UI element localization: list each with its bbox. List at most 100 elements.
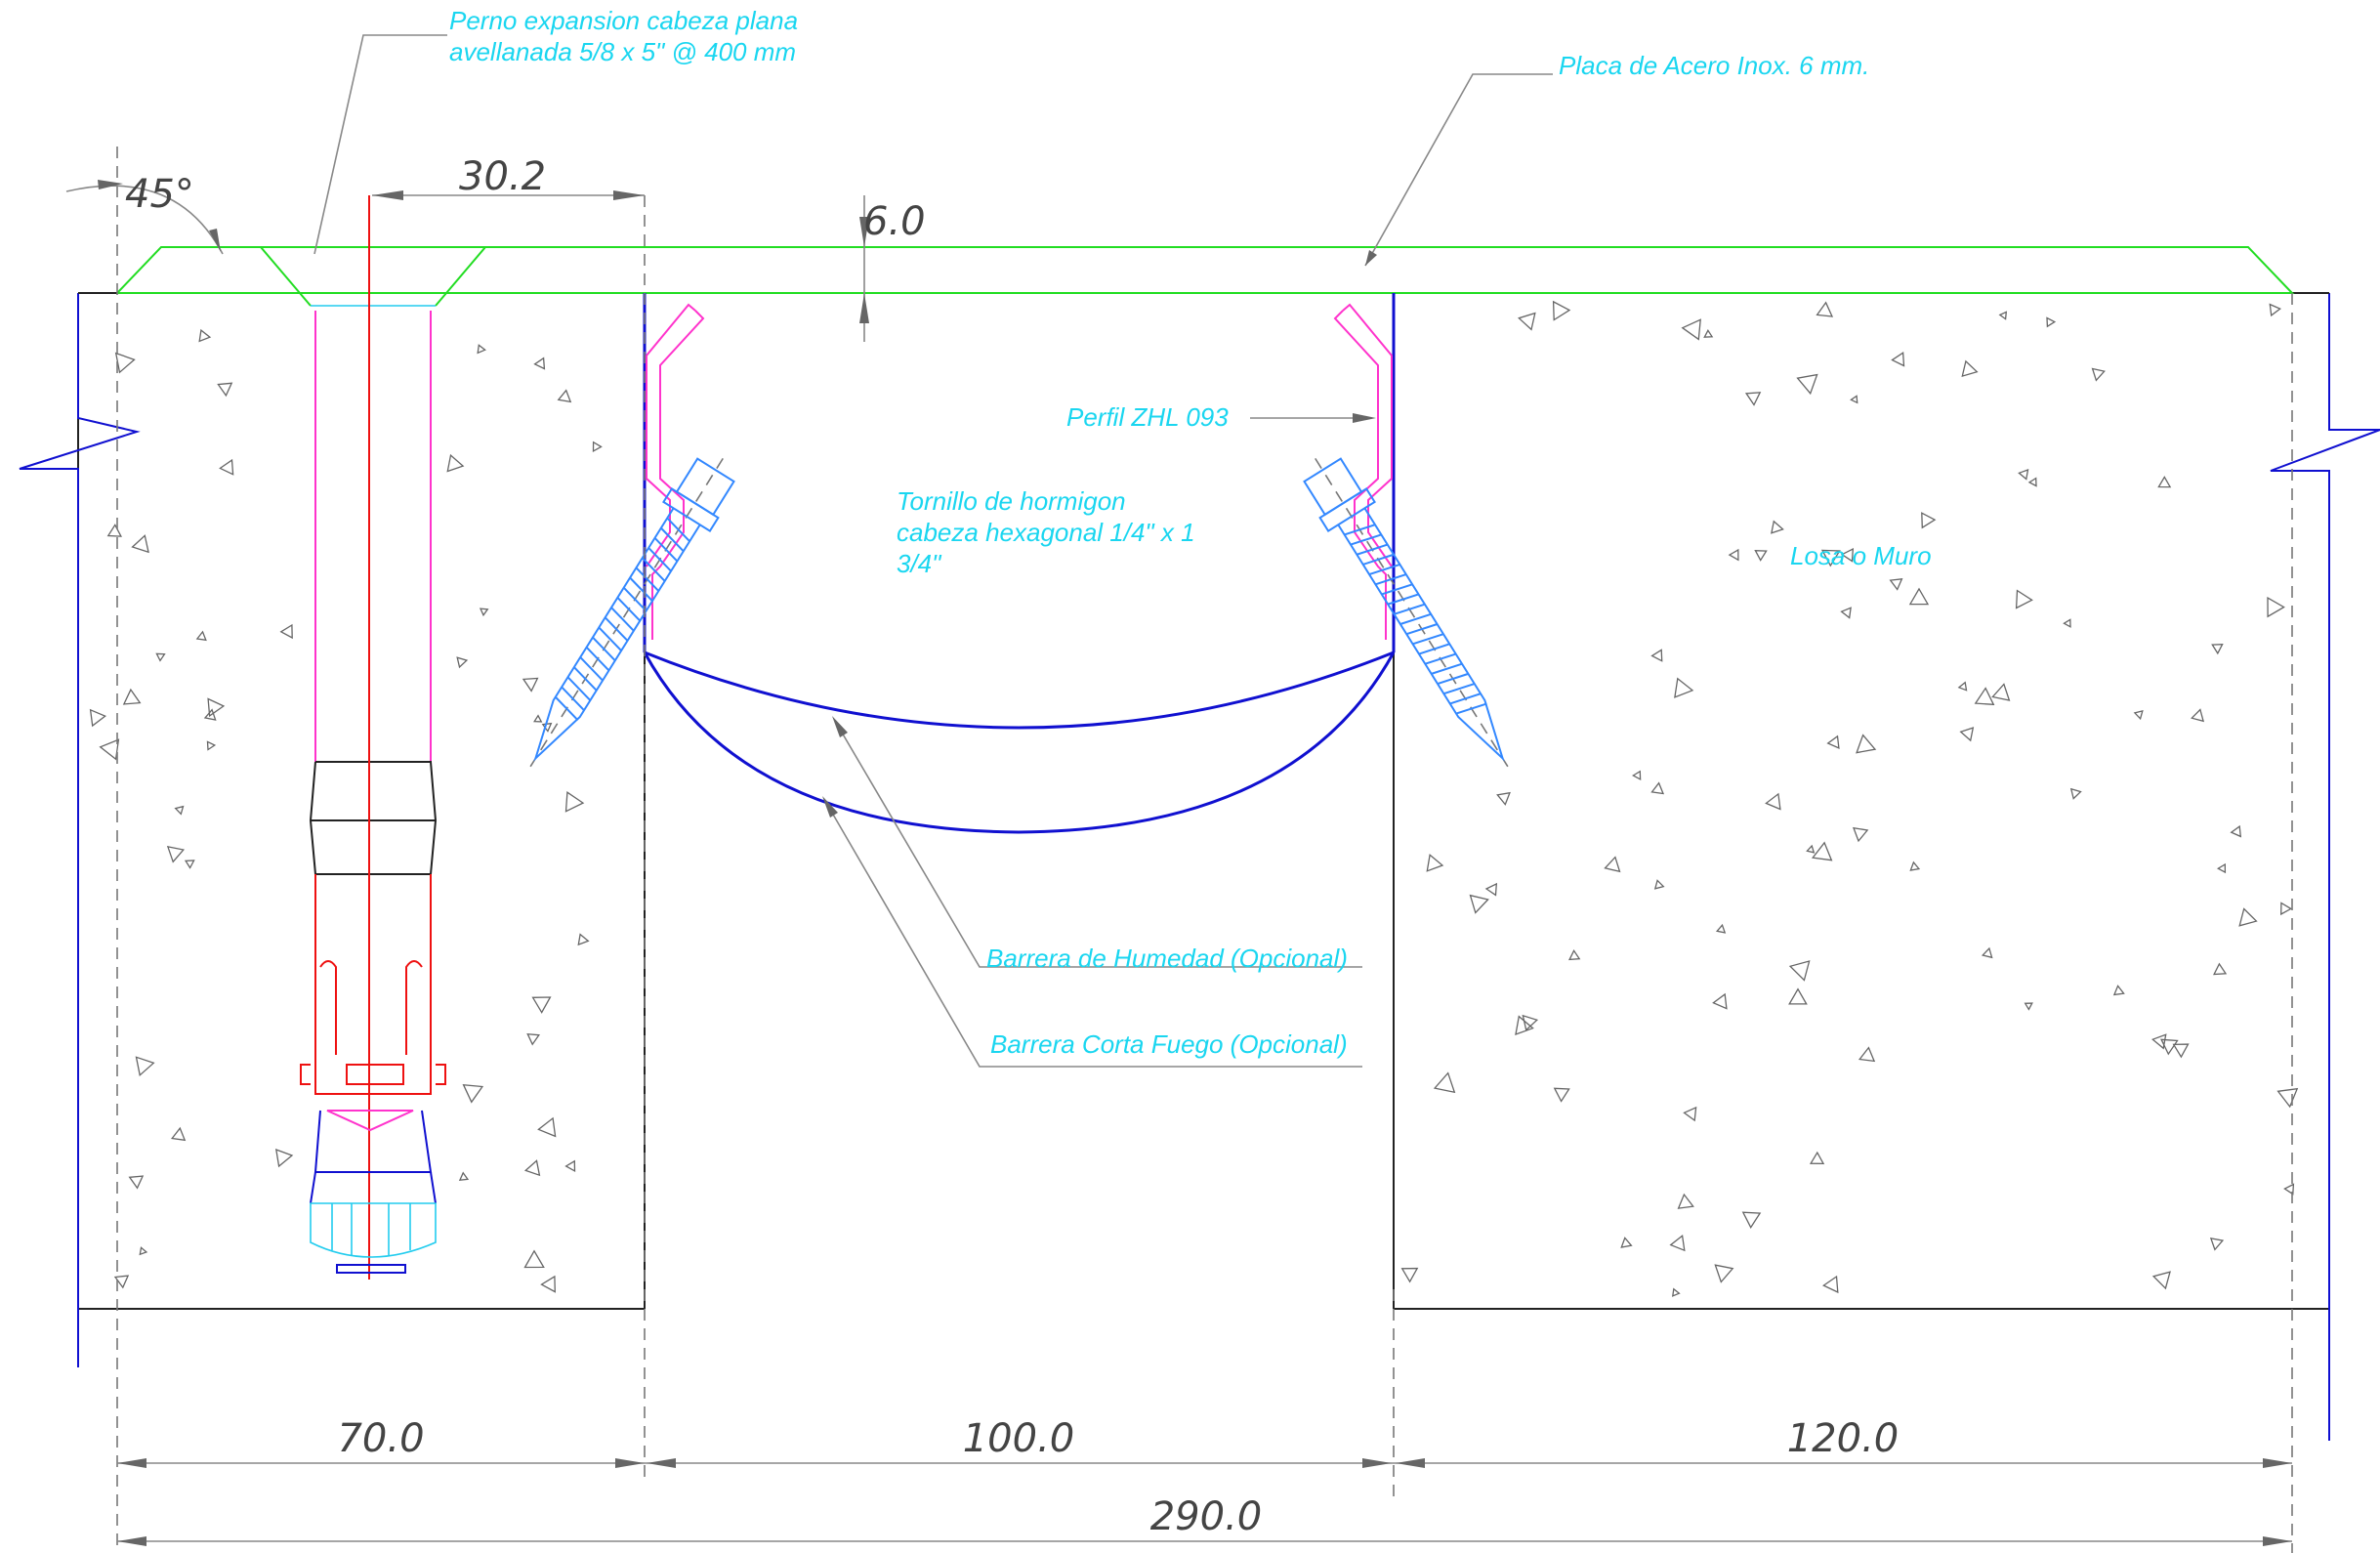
aggregate-mark <box>1433 1071 1456 1094</box>
aggregate-mark <box>1681 318 1701 341</box>
moisture-barrier <box>644 651 1395 730</box>
aggregate-mark <box>122 688 142 705</box>
aggregate-mark <box>1426 854 1444 872</box>
aggregate-mark <box>1744 392 1762 406</box>
aggregate-mark <box>1991 683 2011 701</box>
aggregate-mark <box>446 453 465 473</box>
thread-line <box>598 626 622 651</box>
thread-line <box>1375 573 1407 586</box>
screw-label-line3: 3/4" <box>897 549 942 578</box>
dim-gap-text: 100.0 <box>963 1416 1075 1461</box>
thread-line <box>579 656 604 682</box>
thread-line <box>573 666 598 692</box>
aggregate-mark <box>1806 844 1816 854</box>
fire-label: Barrera Corta Fuego (Opcional) <box>990 1029 1348 1059</box>
aggregate-mark <box>1728 548 1739 562</box>
aggregate-mark <box>2024 1002 2033 1011</box>
aggregate-mark <box>207 697 226 718</box>
aggregate-mark <box>135 1056 155 1077</box>
right-screw-thread <box>1344 524 1487 715</box>
aggregate-mark <box>206 740 217 751</box>
aggregate-mark <box>2063 618 2071 628</box>
dim-plate-thickness-text: 6.0 <box>863 199 926 244</box>
thread-line <box>1418 643 1450 655</box>
thread-line <box>585 647 610 672</box>
aggregate-mark <box>2230 824 2242 838</box>
aggregate-mark <box>592 441 603 453</box>
thread-line <box>660 526 685 553</box>
thread-line <box>610 607 635 632</box>
thread-line <box>642 557 666 582</box>
aggregate-mark <box>131 534 149 554</box>
aggregate-mark <box>1653 879 1665 890</box>
aggregate-mark <box>1840 548 1855 563</box>
thread-line <box>1437 672 1469 686</box>
aggregate-mark <box>2027 477 2037 487</box>
aggregate-mark <box>2018 469 2029 481</box>
aggregate-mark <box>170 1126 187 1142</box>
aggregate-mark <box>1672 1287 1681 1297</box>
aggregate-mark <box>1852 826 1869 843</box>
aggregate-mark <box>1553 1087 1570 1103</box>
aggregate-mark <box>1908 587 1930 606</box>
aggregate-mark <box>1826 735 1840 749</box>
aggregate-mark <box>1959 727 1975 742</box>
dim-left-text: 70.0 <box>337 1416 424 1461</box>
aggregate-mark <box>479 608 489 617</box>
aggregate-mark <box>1714 1264 1734 1283</box>
thread-line <box>1412 633 1444 646</box>
thread-line <box>561 686 585 711</box>
expansion-anchor <box>300 195 446 1280</box>
aggregate-mark <box>203 708 217 721</box>
aggregate-mark <box>128 1175 145 1190</box>
aggregate-mark <box>1909 860 1921 871</box>
aggregate-mark <box>1522 1014 1539 1031</box>
aggregate-mark <box>166 846 186 863</box>
aggregate-mark <box>458 1171 470 1181</box>
aggregate-mark <box>533 357 546 370</box>
aggregate-mark <box>1683 1106 1697 1122</box>
aggregate-mark <box>1703 329 1714 338</box>
aggregate-mark <box>2015 589 2033 609</box>
aggregate-mark <box>1840 607 1852 619</box>
aggregate-mark <box>1715 923 1727 934</box>
aggregate-mark <box>89 708 106 728</box>
right-screw <box>1303 451 1509 768</box>
aggregate-mark <box>1400 1267 1419 1283</box>
thread-line <box>555 695 579 722</box>
aggregate-mark <box>1788 960 1811 982</box>
aggregate-mark <box>2211 644 2224 655</box>
aggregate-mark <box>2238 907 2258 927</box>
aggregate-mark <box>2160 1038 2179 1056</box>
dim-total-text: 290.0 <box>1150 1494 1263 1539</box>
aggregate-mark <box>155 652 166 662</box>
aggregate-mark <box>1816 301 1834 317</box>
aggregate-mark <box>2280 902 2293 916</box>
aggregate-mark <box>1998 311 2008 320</box>
aggregate-mark <box>184 860 195 869</box>
aggregate-mark <box>1674 677 1694 698</box>
aggregate-mark <box>1820 549 1841 567</box>
aggregate-mark <box>1484 882 1498 897</box>
thread-line <box>1424 652 1456 665</box>
thread-line <box>629 576 653 602</box>
aggregate-mark <box>1650 781 1665 795</box>
fire-barrier <box>643 651 1396 834</box>
aggregate-mark <box>2133 709 2144 721</box>
aggregate-mark <box>564 791 585 813</box>
aggregate-mark <box>537 1116 557 1138</box>
aggregate-mark <box>219 458 234 476</box>
aggregate-mark <box>174 805 185 816</box>
aggregate-mark <box>195 630 207 642</box>
aggregate-mark <box>217 382 233 398</box>
aggregate-mark <box>1811 841 1833 861</box>
dim-angle-text: 45° <box>125 172 194 217</box>
dim-plate-thickness: 6.0 <box>859 195 926 342</box>
profile-label: Perfil ZHL 093 <box>1066 402 1229 432</box>
aggregate-mark <box>1518 312 1536 331</box>
bolt-label-line1: Perno expansion cabeza plana <box>449 6 798 35</box>
aggregate-mark <box>114 352 136 374</box>
dim-left: 70.0 <box>117 1416 645 1468</box>
aggregate-mark <box>1957 681 1968 692</box>
